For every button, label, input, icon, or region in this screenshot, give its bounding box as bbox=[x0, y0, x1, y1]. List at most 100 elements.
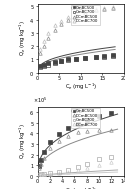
DCmBC500 bbox=[54, 29, 56, 31]
Legend: CmBC500, CmBC700, DCmBC500, DCmBC700: CmBC500, CmBC700, DCmBC500, DCmBC700 bbox=[71, 5, 100, 25]
DCmBC500 bbox=[95, 9, 96, 12]
CmBC700 bbox=[67, 59, 68, 61]
CmBC500 bbox=[43, 151, 44, 154]
Line: DCmBC500: DCmBC500 bbox=[37, 128, 113, 170]
DCmBC700 bbox=[112, 6, 114, 8]
CmBC700 bbox=[43, 65, 45, 67]
CmBC700 bbox=[49, 172, 51, 174]
CmBC700 bbox=[40, 173, 41, 175]
Line: DCmBC500: DCmBC500 bbox=[38, 6, 115, 54]
CmBC700 bbox=[77, 166, 78, 168]
DCmBC700 bbox=[43, 40, 45, 42]
DCmBC700 bbox=[39, 48, 40, 50]
DCmBC700 bbox=[98, 164, 100, 166]
CmBC500 bbox=[43, 64, 45, 66]
DCmBC700 bbox=[104, 7, 105, 9]
DCmBC500 bbox=[98, 129, 100, 131]
CmBC700 bbox=[86, 163, 88, 165]
CmBC500 bbox=[67, 58, 68, 60]
CmBC500 bbox=[104, 55, 105, 57]
X-axis label: C$_e$ (mg L$^{-1}$): C$_e$ (mg L$^{-1}$) bbox=[64, 82, 97, 92]
DCmBC700 bbox=[84, 10, 86, 12]
DCmBC700 bbox=[111, 161, 112, 163]
DCmBC500 bbox=[39, 52, 40, 54]
DCmBC700 bbox=[58, 172, 60, 174]
CmBC500 bbox=[95, 56, 96, 58]
CmBC500 bbox=[76, 58, 77, 60]
CmBC500 bbox=[86, 119, 88, 121]
DCmBC500 bbox=[84, 12, 86, 14]
CmBC500 bbox=[77, 123, 78, 125]
DCmBC500 bbox=[60, 22, 62, 25]
CmBC700 bbox=[98, 158, 100, 160]
CmBC700 bbox=[58, 171, 60, 173]
CmBC700 bbox=[60, 60, 62, 62]
DCmBC700 bbox=[68, 170, 69, 173]
Text: CBL: CBL bbox=[70, 109, 82, 114]
DCmBC500 bbox=[77, 131, 78, 133]
Line: CmBC500: CmBC500 bbox=[37, 112, 113, 168]
CmBC500 bbox=[54, 61, 56, 63]
DCmBC700 bbox=[76, 12, 77, 14]
CmBC500 bbox=[112, 54, 114, 57]
DCmBC500 bbox=[38, 167, 40, 170]
DCmBC500 bbox=[86, 130, 88, 132]
CmBC700 bbox=[104, 56, 105, 58]
Line: DCmBC700: DCmBC700 bbox=[38, 5, 115, 50]
CmBC500 bbox=[111, 112, 112, 115]
CmBC500 bbox=[60, 60, 62, 62]
CmBC700 bbox=[38, 174, 40, 176]
X-axis label: C$_e$ (mg L$^{-1}$): C$_e$ (mg L$^{-1}$) bbox=[64, 185, 97, 189]
CmBC500 bbox=[40, 159, 41, 161]
DCmBC500 bbox=[49, 147, 51, 149]
CmBC500 bbox=[58, 133, 60, 136]
DCmBC500 bbox=[43, 45, 45, 47]
CmBC700 bbox=[68, 169, 69, 171]
DCmBC700 bbox=[86, 167, 88, 169]
DCmBC500 bbox=[40, 163, 41, 165]
DCmBC700 bbox=[67, 16, 68, 18]
CmBC500 bbox=[98, 115, 100, 118]
Line: DCmBC700: DCmBC700 bbox=[37, 160, 113, 177]
DCmBC700 bbox=[77, 169, 78, 171]
CmBC700 bbox=[48, 64, 49, 66]
DCmBC700 bbox=[48, 32, 49, 34]
CmBC500 bbox=[68, 127, 69, 129]
Text: OTC: OTC bbox=[70, 6, 83, 11]
DCmBC700 bbox=[95, 8, 96, 10]
DCmBC700 bbox=[40, 174, 41, 176]
DCmBC500 bbox=[111, 129, 112, 131]
Legend: CmBC500, DCmBC500, CmBC700, DCmBC700: CmBC500, DCmBC500, CmBC700, DCmBC700 bbox=[71, 108, 100, 128]
CmBC700 bbox=[76, 58, 77, 60]
DCmBC700 bbox=[49, 173, 51, 175]
Y-axis label: Q$_e$ (mg kg$^{-1}$): Q$_e$ (mg kg$^{-1}$) bbox=[18, 123, 28, 159]
CmBC500 bbox=[39, 65, 40, 67]
DCmBC500 bbox=[67, 19, 68, 21]
CmBC700 bbox=[39, 66, 40, 68]
CmBC500 bbox=[48, 62, 49, 64]
DCmBC700 bbox=[60, 20, 62, 22]
DCmBC500 bbox=[68, 134, 69, 137]
DCmBC500 bbox=[76, 15, 77, 17]
CmBC500 bbox=[49, 141, 51, 143]
CmBC700 bbox=[95, 56, 96, 59]
DCmBC500 bbox=[104, 8, 105, 10]
CmBC700 bbox=[43, 173, 44, 175]
DCmBC500 bbox=[112, 7, 114, 9]
Line: CmBC700: CmBC700 bbox=[37, 155, 113, 176]
CmBC700 bbox=[111, 156, 112, 158]
DCmBC700 bbox=[43, 173, 44, 176]
CmBC700 bbox=[54, 62, 56, 64]
DCmBC700 bbox=[54, 24, 56, 26]
CmBC500 bbox=[84, 57, 86, 59]
DCmBC500 bbox=[58, 140, 60, 142]
DCmBC500 bbox=[48, 37, 49, 39]
Line: CmBC500: CmBC500 bbox=[38, 54, 114, 67]
Y-axis label: Q$_e$ (mg kg$^{-1}$): Q$_e$ (mg kg$^{-1}$) bbox=[18, 20, 28, 56]
DCmBC700 bbox=[38, 174, 40, 176]
DCmBC500 bbox=[43, 157, 44, 159]
Line: CmBC700: CmBC700 bbox=[38, 54, 114, 69]
CmBC700 bbox=[112, 55, 114, 57]
CmBC500 bbox=[38, 165, 40, 167]
CmBC700 bbox=[84, 57, 86, 59]
